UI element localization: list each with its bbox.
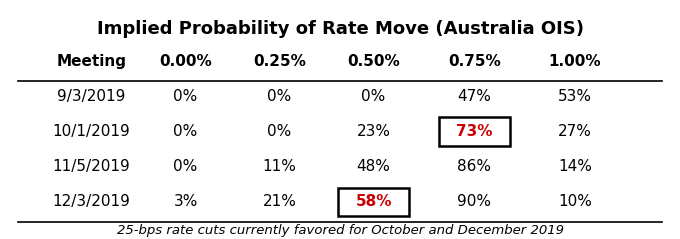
Text: 11%: 11% xyxy=(262,159,296,174)
Text: 10%: 10% xyxy=(558,194,592,209)
Text: 12/3/2019: 12/3/2019 xyxy=(52,194,131,209)
Text: 10/1/2019: 10/1/2019 xyxy=(52,124,131,139)
Text: 27%: 27% xyxy=(558,124,592,139)
Text: 48%: 48% xyxy=(356,159,390,174)
Text: 11/5/2019: 11/5/2019 xyxy=(52,159,131,174)
Text: 86%: 86% xyxy=(458,159,492,174)
Text: 47%: 47% xyxy=(458,89,491,104)
Text: 0.50%: 0.50% xyxy=(347,54,400,69)
Text: 3%: 3% xyxy=(173,194,198,209)
Text: 58%: 58% xyxy=(356,194,392,209)
Text: 0.75%: 0.75% xyxy=(448,54,500,69)
Text: 1.00%: 1.00% xyxy=(549,54,601,69)
Text: 14%: 14% xyxy=(558,159,592,174)
Text: 90%: 90% xyxy=(458,194,492,209)
Text: 0%: 0% xyxy=(173,124,198,139)
Text: 9/3/2019: 9/3/2019 xyxy=(57,89,126,104)
Text: 0.25%: 0.25% xyxy=(253,54,306,69)
Text: 0.00%: 0.00% xyxy=(159,54,212,69)
Text: 25-bps rate cuts currently favored for October and December 2019: 25-bps rate cuts currently favored for O… xyxy=(116,224,564,237)
Text: 21%: 21% xyxy=(262,194,296,209)
Text: 0%: 0% xyxy=(267,89,292,104)
Text: 0%: 0% xyxy=(267,124,292,139)
Text: Meeting: Meeting xyxy=(56,54,126,69)
Text: 0%: 0% xyxy=(173,159,198,174)
Text: 0%: 0% xyxy=(173,89,198,104)
Text: 73%: 73% xyxy=(456,124,492,139)
Text: 0%: 0% xyxy=(362,89,386,104)
Text: 53%: 53% xyxy=(558,89,592,104)
Text: Implied Probability of Rate Move (Australia OIS): Implied Probability of Rate Move (Austra… xyxy=(97,20,583,38)
Text: 23%: 23% xyxy=(356,124,390,139)
